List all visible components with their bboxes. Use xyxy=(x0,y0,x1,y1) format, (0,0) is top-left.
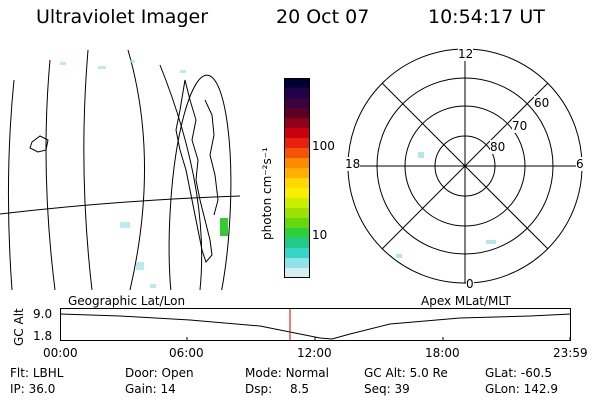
timeline-xtick-0000: 00:00 xyxy=(43,346,78,360)
lat-label-60: 60 xyxy=(534,96,550,110)
lat-label-80: 80 xyxy=(490,140,506,154)
polar-mlt-plot xyxy=(347,48,583,284)
info-glon-label: GLon: xyxy=(485,382,520,396)
timeline-ytick-high: 9.0 xyxy=(33,307,53,321)
info-glon-value: 142.9 xyxy=(523,382,558,396)
colorbar-segment xyxy=(284,88,310,99)
timeline-xtick-1800: 18:00 xyxy=(425,346,460,360)
info-gain-label: Gain: xyxy=(125,382,157,396)
colorbar-segment xyxy=(284,188,310,199)
info-flt: Flt: LBHL xyxy=(10,366,63,380)
timeline-xtick-0600: 06:00 xyxy=(169,346,204,360)
timeline-xtick-1200: 12:00 xyxy=(297,346,332,360)
colorbar-segment xyxy=(284,158,310,169)
info-door-label: Door: xyxy=(125,366,158,380)
colorbar-segment xyxy=(284,228,310,239)
colorbar-segment xyxy=(284,118,310,129)
info-glon: GLon: 142.9 xyxy=(485,382,558,396)
altitude-timeline[interactable] xyxy=(60,308,572,342)
info-door-value: Open xyxy=(161,366,194,380)
timeline-right-label: Apex MLat/MLT xyxy=(421,294,511,308)
info-ip-value: 36.0 xyxy=(28,382,56,396)
clock-label-left: 18 xyxy=(345,157,361,171)
info-glat-value: -60.5 xyxy=(520,366,552,380)
lat-label-70: 70 xyxy=(512,119,528,133)
geographic-map xyxy=(0,49,240,290)
info-gcalt-value: 5.0 Re xyxy=(409,366,448,380)
info-ip-label: IP: xyxy=(10,382,25,396)
timeline-xtick-2359: 23:59 xyxy=(553,346,588,360)
intensity-colorbar xyxy=(284,78,310,278)
info-gain-value: 14 xyxy=(160,382,176,396)
clock-label-bottom: 0 xyxy=(466,277,474,291)
colorbar-segment xyxy=(284,168,310,179)
timeline-axis-title: GC Alt xyxy=(12,308,26,346)
clock-label-top: 12 xyxy=(458,47,474,61)
colorbar-segment xyxy=(284,108,310,119)
info-ip: IP: 36.0 xyxy=(10,382,55,396)
info-seq-value: 39 xyxy=(394,382,410,396)
info-glat: GLat: -60.5 xyxy=(485,366,552,380)
colorbar-unit-label: photon cm⁻²s⁻¹ xyxy=(260,147,274,240)
colorbar-segment xyxy=(284,128,310,139)
timeline-ytick-low: 1.8 xyxy=(33,329,53,343)
info-dsp-label: Dsp: xyxy=(245,382,273,396)
colorbar-segment xyxy=(284,78,310,89)
info-dsp-value: 8.5 xyxy=(289,382,310,396)
colorbar-segment xyxy=(284,268,310,278)
timeline-left-label: Geographic Lat/Lon xyxy=(68,294,186,308)
colorbar-segment xyxy=(284,208,310,219)
info-gain: Gain: 14 xyxy=(125,382,176,396)
colorbar-segment xyxy=(284,198,310,209)
observation-time: 10:54:17 UT xyxy=(428,6,545,28)
info-seq-label: Seq: xyxy=(364,382,391,396)
colorbar-segment xyxy=(284,178,310,189)
info-flt-value: LBHL xyxy=(32,366,64,380)
clock-label-right: 6 xyxy=(576,157,584,171)
colorbar-segment xyxy=(284,258,310,269)
info-seq: Seq: 39 xyxy=(364,382,410,396)
info-mode-label: Mode: xyxy=(245,366,282,380)
info-door: Door: Open xyxy=(125,366,194,380)
colorbar-frame xyxy=(284,78,310,278)
info-mode: Mode: Normal xyxy=(245,366,329,380)
info-gcalt: GC Alt: 5.0 Re xyxy=(364,366,448,380)
colorbar-segment xyxy=(284,248,310,259)
info-flt-label: Flt: xyxy=(10,366,29,380)
colorbar-segment xyxy=(284,218,310,229)
observation-date: 20 Oct 07 xyxy=(276,6,370,28)
info-mode-value: Normal xyxy=(285,366,329,380)
colorbar-segment xyxy=(284,98,310,109)
colorbar-tick-100: 100 xyxy=(312,139,335,153)
colorbar-segment xyxy=(284,148,310,159)
colorbar-segment xyxy=(284,238,310,249)
instrument-title: Ultraviolet Imager xyxy=(36,6,209,28)
colorbar-segment xyxy=(284,138,310,149)
info-glat-label: GLat: xyxy=(485,366,518,380)
info-dsp: Dsp: 8.5 xyxy=(245,382,309,396)
info-gcalt-label: GC Alt: xyxy=(364,366,406,380)
colorbar-tick-10: 10 xyxy=(312,228,328,242)
